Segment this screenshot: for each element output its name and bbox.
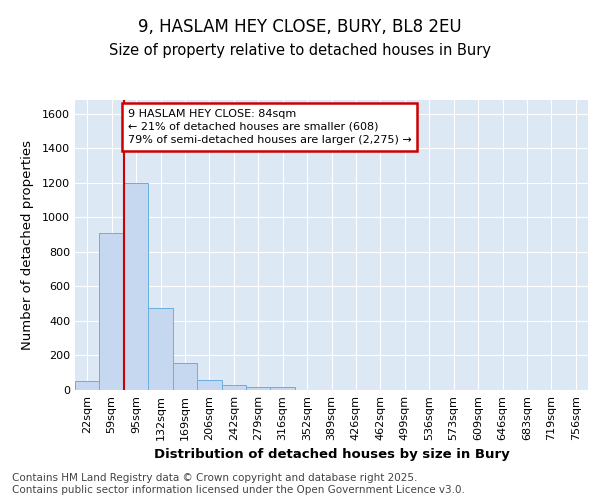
Bar [75, 380, 100, 390]
Bar [197, 380, 221, 390]
Text: 9, HASLAM HEY CLOSE, BURY, BL8 2EU: 9, HASLAM HEY CLOSE, BURY, BL8 2EU [138, 18, 462, 36]
Y-axis label: Number of detached properties: Number of detached properties [20, 140, 34, 350]
Bar [148, 308, 173, 390]
Bar [124, 183, 148, 390]
X-axis label: Distribution of detached houses by size in Bury: Distribution of detached houses by size … [154, 448, 509, 462]
Text: 9 HASLAM HEY CLOSE: 84sqm
← 21% of detached houses are smaller (608)
79% of semi: 9 HASLAM HEY CLOSE: 84sqm ← 21% of detac… [128, 108, 411, 145]
Bar [100, 233, 124, 390]
Bar [173, 363, 197, 390]
Bar [246, 388, 271, 390]
Text: Contains HM Land Registry data © Crown copyright and database right 2025.
Contai: Contains HM Land Registry data © Crown c… [12, 474, 465, 495]
Bar [271, 387, 295, 390]
Bar [221, 385, 246, 390]
Text: Size of property relative to detached houses in Bury: Size of property relative to detached ho… [109, 42, 491, 58]
